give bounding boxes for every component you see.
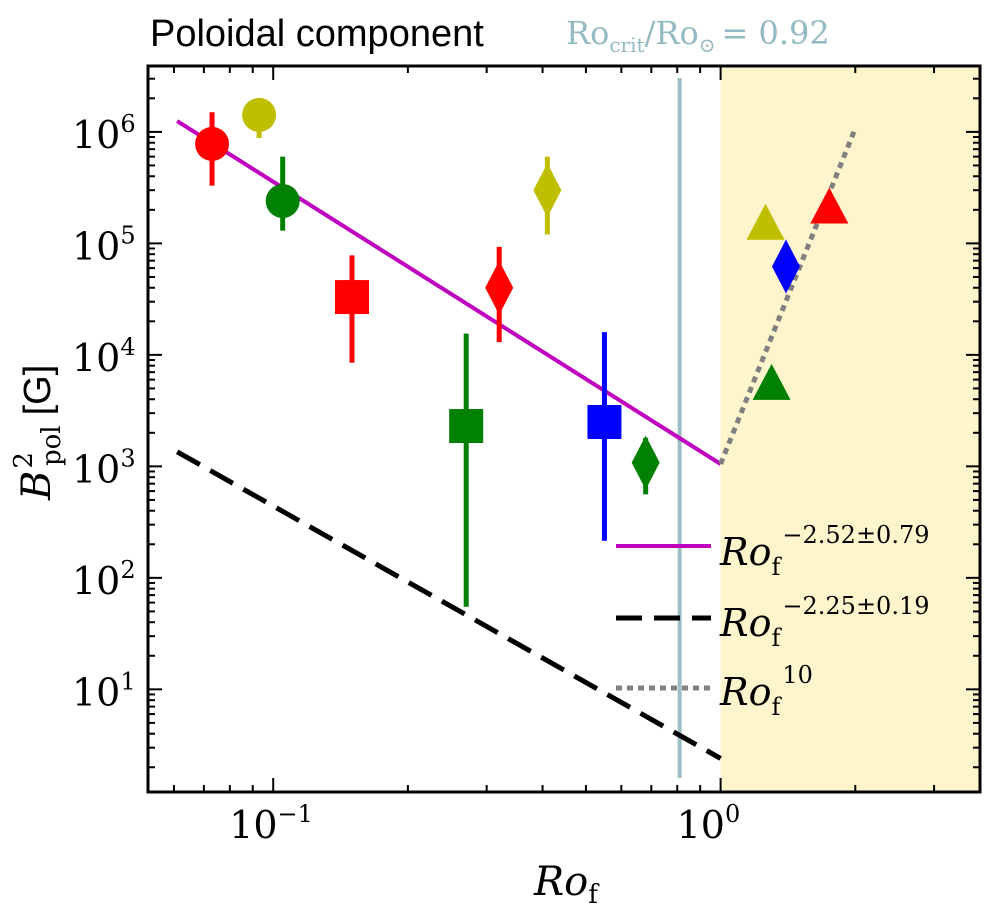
data-point-circle bbox=[242, 97, 277, 132]
legend-fit-sub: f bbox=[772, 553, 783, 581]
chart-title: Poloidal component bbox=[150, 13, 484, 55]
y-tick-label: 101 bbox=[72, 667, 136, 714]
x-axis-label: Rof bbox=[533, 859, 600, 907]
data-point-circle bbox=[265, 183, 300, 218]
plot-frame bbox=[146, 64, 982, 794]
data-point-diamond bbox=[533, 163, 562, 218]
legend-ref-base: Ro bbox=[719, 601, 772, 645]
y-tick-label: 102 bbox=[72, 556, 136, 603]
data-point-diamond bbox=[771, 239, 800, 294]
x-axis-label-main: Ro bbox=[533, 859, 588, 905]
x-tick-label: 100 bbox=[677, 800, 741, 847]
y-tick-label: 106 bbox=[72, 110, 136, 157]
chart-subtitle: Rocrit/Ro⊙ = 0.92 bbox=[566, 14, 830, 57]
series-line-ro-f-10 bbox=[718, 127, 858, 465]
legend-fit-exp: −2.52±0.79 bbox=[782, 521, 929, 549]
y-axis-label-sub: pol bbox=[37, 425, 67, 466]
data-point-triangle bbox=[810, 187, 849, 224]
legend-ref-exp: −2.25±0.19 bbox=[782, 592, 929, 620]
data-point-square bbox=[334, 280, 369, 315]
data-point-triangle bbox=[746, 203, 785, 240]
shaded-region bbox=[720, 66, 980, 792]
legend-label-reference: Rof −2.25±0.19 bbox=[719, 592, 929, 652]
axis-ticks: 10−1 100 101 102 103 104 105 106 bbox=[72, 66, 980, 847]
legend-ref-sub: f bbox=[772, 624, 783, 652]
data-point-diamond bbox=[485, 260, 514, 315]
y-axis-label-sup: 2 bbox=[9, 452, 39, 469]
data-point-circle bbox=[195, 126, 230, 161]
y-tick-label: 105 bbox=[72, 221, 136, 268]
y-axis-label-main: B bbox=[14, 471, 60, 501]
subtitle-sun-symbol: ⊙ bbox=[699, 33, 716, 57]
subtitle-slash-ro: /Ro bbox=[645, 14, 699, 52]
legend-label-fit: Rof −2.52±0.79 bbox=[719, 521, 929, 581]
x-tick-label: 10−1 bbox=[229, 800, 313, 847]
y-axis-label: B 2pol [G] bbox=[9, 365, 67, 501]
series-line-fit bbox=[176, 119, 722, 466]
legend-fit-base: Ro bbox=[719, 530, 772, 574]
legend: Rof−2.52±0.79 Rof−2.25±0.19 Rof10 bbox=[616, 521, 929, 721]
y-tick-label: 104 bbox=[72, 333, 136, 380]
series-line-reference bbox=[175, 449, 722, 761]
subtitle-ro: Ro bbox=[566, 14, 609, 52]
series-lines bbox=[175, 119, 858, 761]
legend-ro10-sub: f bbox=[772, 693, 783, 721]
legend-label-ro10: Rof 10 bbox=[719, 661, 813, 721]
data-points bbox=[195, 97, 849, 607]
x-axis-label-sub: f bbox=[588, 880, 600, 907]
data-point-triangle bbox=[752, 363, 791, 400]
legend-ro10-base: Ro bbox=[719, 670, 772, 714]
data-point-square bbox=[587, 404, 622, 439]
svg-text:B2pol[G]: B 2pol [G] bbox=[9, 365, 67, 501]
subtitle-sub-crit: crit bbox=[609, 33, 644, 57]
subtitle-value: = 0.92 bbox=[721, 14, 829, 52]
y-axis-label-unit: [G] bbox=[17, 365, 59, 416]
data-point-square bbox=[449, 409, 484, 444]
legend-ro10-exp: 10 bbox=[782, 661, 813, 689]
data-point-diamond bbox=[631, 435, 660, 490]
y-tick-label: 103 bbox=[72, 444, 136, 491]
